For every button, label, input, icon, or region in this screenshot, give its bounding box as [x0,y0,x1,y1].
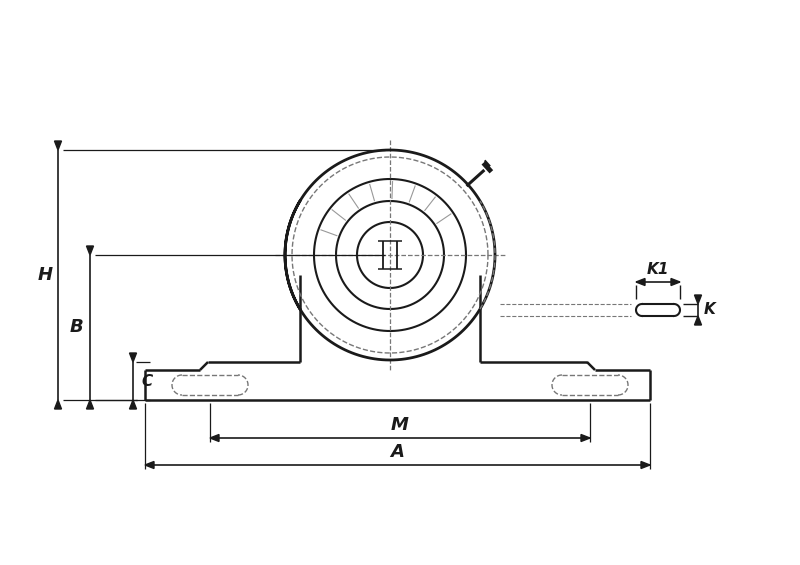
Polygon shape [145,462,154,468]
Polygon shape [210,434,219,441]
Polygon shape [86,400,94,409]
Polygon shape [636,279,645,285]
Polygon shape [130,400,137,409]
Text: M: M [391,416,409,434]
Polygon shape [694,316,702,325]
Text: B: B [70,319,84,337]
Text: H: H [38,266,53,284]
Text: K: K [704,302,716,318]
Text: K1: K1 [646,262,670,276]
Text: A: A [390,443,405,461]
Polygon shape [641,462,650,468]
Polygon shape [54,400,62,409]
Polygon shape [694,295,702,304]
Polygon shape [54,141,62,150]
Text: C: C [142,373,153,389]
Polygon shape [671,279,680,285]
Polygon shape [86,246,94,255]
Polygon shape [130,353,137,362]
Polygon shape [581,434,590,441]
